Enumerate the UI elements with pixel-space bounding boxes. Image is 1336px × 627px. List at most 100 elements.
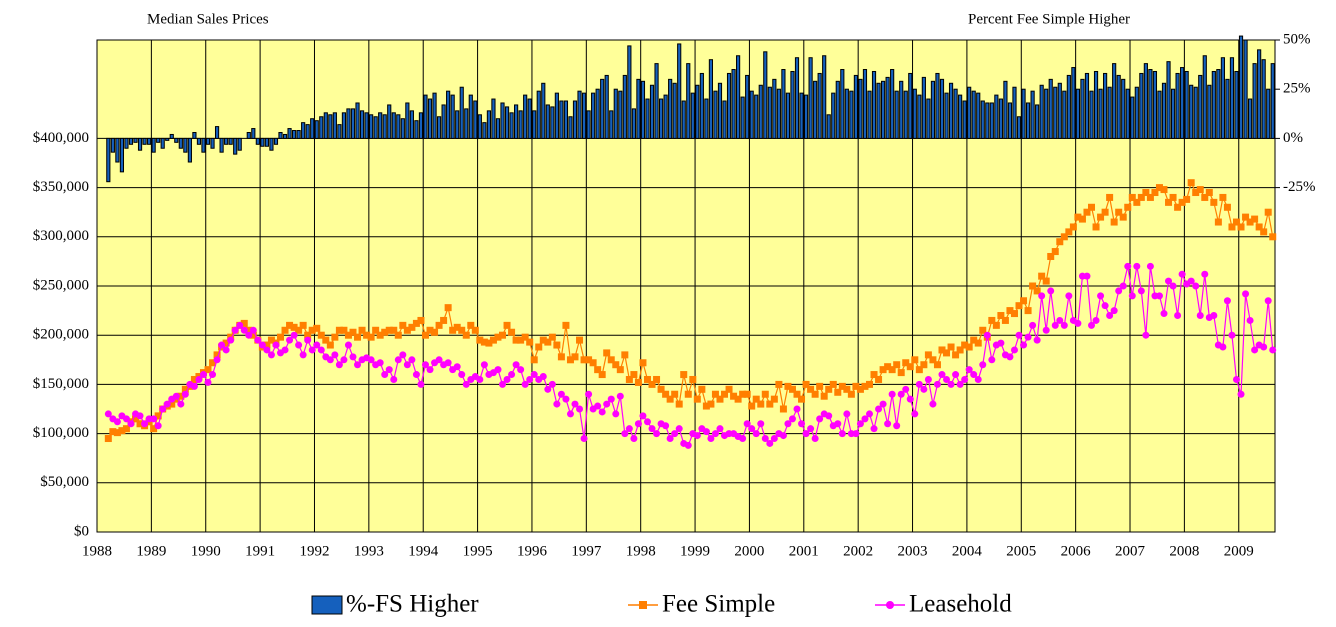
legend-marker (639, 601, 647, 609)
bar (998, 98, 1003, 139)
bar (740, 96, 745, 139)
marker (1029, 321, 1037, 329)
x-tick-label: 2008 (1169, 543, 1199, 559)
marker (1237, 390, 1245, 398)
marker (1092, 316, 1100, 324)
marker (902, 359, 910, 367)
bar (903, 90, 908, 139)
bar (853, 74, 858, 139)
bar (228, 137, 233, 145)
marker (1151, 189, 1159, 197)
marker (621, 430, 629, 438)
marker (911, 410, 919, 418)
marker (788, 415, 796, 423)
marker (1251, 215, 1259, 223)
bar (690, 92, 695, 139)
marker (508, 328, 516, 336)
bar (1080, 78, 1085, 139)
marker (417, 380, 425, 388)
x-tick-label: 2001 (789, 543, 819, 559)
marker (820, 392, 828, 400)
marker (485, 339, 493, 347)
marker (802, 430, 810, 438)
bar (1266, 88, 1271, 139)
marker (621, 351, 629, 359)
bar (717, 82, 723, 139)
marker (199, 371, 207, 379)
bar (713, 90, 718, 139)
bar (400, 118, 405, 139)
marker (1264, 297, 1272, 305)
bar (862, 69, 868, 139)
marker (675, 400, 683, 408)
bar (1066, 74, 1071, 139)
bar (1053, 86, 1058, 139)
marker (666, 435, 674, 443)
marker (902, 385, 910, 393)
x-tick-label: 1988 (82, 543, 112, 559)
marker (752, 430, 760, 438)
marker (1051, 321, 1059, 329)
bar (944, 92, 949, 139)
bar (645, 98, 650, 139)
marker (807, 385, 815, 393)
marker (856, 420, 864, 428)
bar (1216, 69, 1221, 139)
marker (204, 366, 212, 374)
marker (258, 341, 266, 349)
marker (802, 380, 810, 388)
marker (648, 380, 656, 388)
marker (888, 390, 896, 398)
marker (997, 312, 1005, 320)
bar (214, 126, 220, 139)
marker (394, 331, 402, 339)
marker (707, 435, 715, 443)
bar (323, 112, 328, 139)
bar (1180, 67, 1185, 139)
bar (455, 110, 460, 139)
bar (450, 94, 455, 139)
marker (757, 400, 765, 408)
x-tick-label: 2002 (843, 543, 873, 559)
marker (1106, 193, 1114, 201)
marker (943, 375, 951, 383)
marker (816, 382, 824, 390)
bar (658, 98, 664, 139)
marker (557, 390, 565, 398)
bar (1229, 57, 1235, 139)
marker (172, 392, 180, 400)
marker (326, 341, 334, 349)
marker (657, 385, 665, 393)
marker (920, 385, 928, 393)
marker (711, 430, 719, 438)
bar (332, 112, 337, 139)
marker (299, 351, 307, 359)
marker (748, 402, 756, 410)
bar (980, 100, 985, 139)
x-tick-label: 1990 (191, 543, 221, 559)
marker (711, 390, 719, 398)
marker (793, 390, 801, 398)
bar (808, 57, 813, 139)
bar (885, 76, 890, 139)
marker (286, 321, 294, 329)
y-tick-label: $50,000 (40, 474, 89, 490)
marker (480, 338, 488, 346)
marker (530, 371, 538, 379)
bar (287, 128, 292, 139)
bar (436, 116, 442, 139)
marker (920, 361, 928, 369)
marker (598, 371, 606, 379)
bar (341, 112, 347, 139)
marker (675, 425, 683, 433)
marker (1142, 189, 1150, 197)
bar (174, 137, 179, 143)
bar (110, 137, 115, 153)
marker (1264, 208, 1272, 216)
marker (739, 435, 747, 443)
legend-label: %-FS Higher (346, 591, 479, 618)
bar (314, 120, 319, 139)
marker (1038, 272, 1046, 280)
marker (1001, 316, 1009, 324)
